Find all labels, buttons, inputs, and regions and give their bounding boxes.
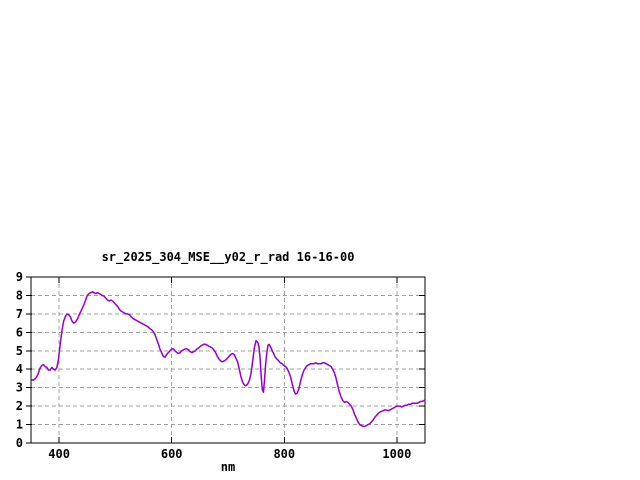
- plot-border: [30, 276, 426, 444]
- y-tick-label: 0: [16, 436, 23, 450]
- y-tick-label: 2: [16, 399, 23, 413]
- x-tick-label: 800: [273, 447, 295, 461]
- x-axis-label: nm: [220, 460, 236, 474]
- y-tick-label: 8: [16, 288, 23, 302]
- y-tick-label: 9: [16, 270, 23, 284]
- y-tick-label: 1: [16, 418, 23, 432]
- y-tick-label: 3: [16, 381, 23, 395]
- spectrum-line: [30, 291, 426, 428]
- y-tick-label: 5: [16, 344, 23, 358]
- y-tick-label: 7: [16, 307, 23, 321]
- y-tick-label: 4: [16, 362, 23, 376]
- x-tick-label: 400: [48, 447, 70, 461]
- x-tick-label: 1000: [382, 447, 411, 461]
- y-tick-label: 6: [16, 325, 23, 339]
- x-tick-label: 600: [161, 447, 183, 461]
- chart-title: sr_2025_304_MSE__y02_r_rad 16-16-00: [101, 250, 355, 264]
